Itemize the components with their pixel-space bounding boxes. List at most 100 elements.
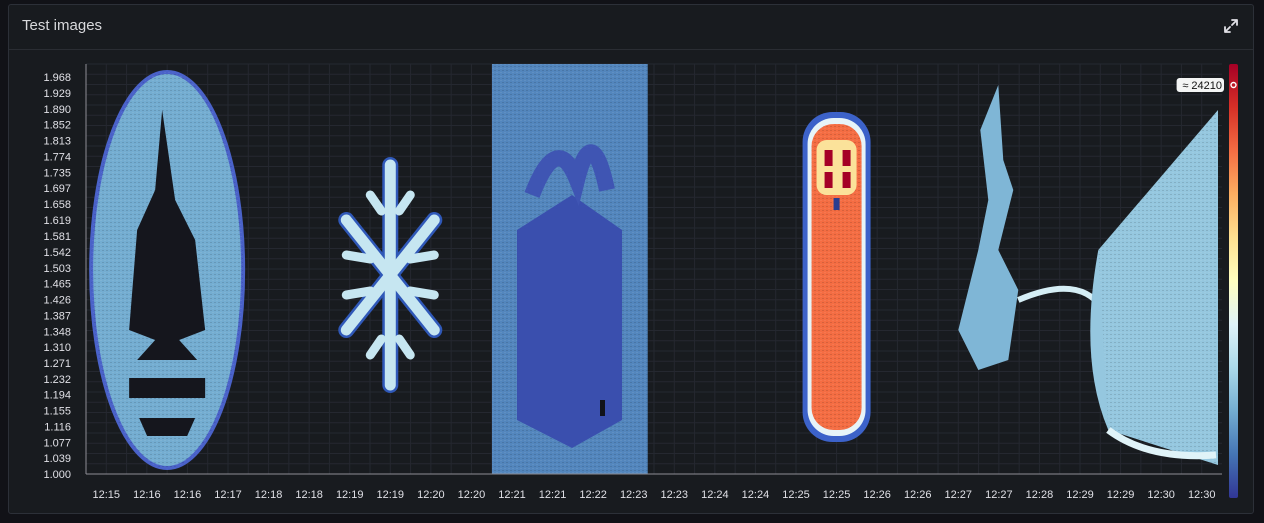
- x-tick-label: 12:21: [539, 489, 567, 501]
- reindeer: [958, 85, 1019, 370]
- y-tick-label: 1.194: [43, 389, 71, 401]
- gift-box-image: [492, 64, 648, 474]
- x-tick-label: 12:18: [255, 489, 283, 501]
- character-eye: [824, 150, 833, 166]
- panel-header: Test images: [9, 5, 1253, 50]
- snowflake-branch: [394, 334, 415, 360]
- grid: [85, 63, 1222, 474]
- y-axis-ticks: 1.968 1.929 1.890 1.852 1.813 1.774 1.735 1.697…: [43, 72, 71, 481]
- x-tick-label: 12:24: [701, 489, 729, 501]
- gift-box-body: [517, 195, 622, 448]
- character-eye: [824, 172, 833, 188]
- flame-emblem-image: [89, 70, 246, 470]
- y-tick-label: 1.774: [43, 152, 71, 164]
- emblem-bar-cutout: [129, 378, 206, 398]
- sleigh-runner: [1106, 427, 1217, 460]
- snowflake-arm: [340, 269, 396, 336]
- y-tick-label: 1.542: [43, 247, 71, 259]
- x-tick-label: 12:30: [1188, 489, 1216, 501]
- snowflake-arm: [340, 214, 396, 281]
- x-tick-label: 12:27: [985, 489, 1013, 501]
- character-eye: [842, 172, 851, 188]
- x-axis-ticks: 12:15 12:16 12:16 12:17 12:18 12:18 12:19 12:19…: [93, 489, 1216, 501]
- x-tick-label: 12:26: [863, 489, 891, 501]
- snowflake-branch: [405, 286, 439, 300]
- snowflake-branch: [394, 190, 415, 216]
- x-tick-label: 12:29: [1066, 489, 1094, 501]
- snowflake-arm: [384, 269, 440, 336]
- character-texture: [811, 124, 862, 430]
- y-tick-label: 1.232: [43, 374, 71, 386]
- x-tick-label: 12:20: [417, 489, 445, 501]
- x-tick-label: 12:25: [782, 489, 810, 501]
- y-tick-label: 1.077: [43, 437, 71, 449]
- x-tick-label: 12:24: [742, 489, 770, 501]
- emblem-base-cutout: [139, 418, 196, 436]
- y-tick-label: 1.581: [43, 231, 71, 243]
- color-scale-marker: [1230, 81, 1237, 89]
- x-tick-label: 12:25: [823, 489, 851, 501]
- expand-icon[interactable]: [1223, 18, 1239, 34]
- panel-title: Test images: [22, 17, 103, 34]
- snowflake-branch: [365, 334, 386, 360]
- color-scale-badge: [1176, 78, 1224, 92]
- x-tick-label: 12:19: [336, 489, 364, 501]
- x-tick-label: 12:28: [1026, 489, 1054, 501]
- x-tick-label: 12:16: [174, 489, 202, 501]
- y-tick-label: 1.890: [43, 104, 71, 116]
- heatmap-images: [89, 64, 1218, 474]
- y-tick-label: 1.503: [43, 263, 71, 275]
- gift-bow: [524, 144, 615, 206]
- y-tick-label: 1.619: [43, 215, 71, 227]
- y-tick-label: 1.813: [43, 136, 71, 148]
- x-tick-label: 12:21: [498, 489, 526, 501]
- y-tick-label: 1.658: [43, 199, 71, 211]
- y-tick-label: 1.735: [43, 168, 71, 180]
- snowflake-branch: [405, 250, 439, 264]
- x-tick-label: 12:30: [1147, 489, 1175, 501]
- x-tick-label: 12:27: [945, 489, 973, 501]
- character-image: [802, 112, 871, 442]
- x-tick-label: 12:15: [93, 489, 121, 501]
- y-tick-label: 1.271: [43, 358, 71, 370]
- axes: [85, 64, 1222, 475]
- y-tick-label: 1.929: [43, 88, 71, 100]
- y-tick-label: 1.155: [43, 405, 71, 417]
- snowflake-arm: [384, 214, 440, 281]
- snowflake-branch: [341, 250, 375, 264]
- color-scale-bar: [1229, 64, 1238, 498]
- sleigh-texture: [1098, 110, 1218, 465]
- y-tick-label: 1.116: [44, 421, 71, 433]
- x-tick-label: 12:23: [661, 489, 689, 501]
- y-tick-label: 1.348: [43, 326, 71, 338]
- x-tick-label: 12:26: [904, 489, 932, 501]
- emblem-flame-cutout: [129, 110, 206, 360]
- y-tick-label: 1.465: [43, 278, 71, 290]
- x-tick-label: 12:16: [133, 489, 161, 501]
- x-tick-label: 12:22: [579, 489, 607, 501]
- y-tick-label: 1.039: [43, 453, 71, 465]
- x-tick-label: 12:29: [1107, 489, 1135, 501]
- reindeer-sleigh-image: [958, 85, 1218, 465]
- y-tick-label: 1.426: [43, 294, 71, 306]
- snowflake-branch: [341, 286, 375, 300]
- x-tick-label: 12:17: [214, 489, 242, 501]
- character-eye: [842, 150, 851, 166]
- y-tick-label: 1.968: [43, 72, 71, 84]
- y-tick-label: 1.852: [43, 120, 71, 132]
- y-tick-label: 1.387: [43, 310, 71, 322]
- character-mouth: [833, 198, 840, 210]
- gift-shadow-detail: [600, 400, 605, 416]
- color-scale: ≈ 24210: [1176, 64, 1238, 498]
- snowflake-branch: [365, 190, 386, 216]
- snowflake-image: [338, 157, 443, 393]
- y-tick-label: 1.000: [43, 469, 71, 481]
- x-tick-label: 12:18: [295, 489, 323, 501]
- x-tick-label: 12:20: [458, 489, 486, 501]
- x-tick-label: 12:23: [620, 489, 648, 501]
- x-tick-label: 12:19: [377, 489, 405, 501]
- y-tick-label: 1.697: [43, 183, 71, 195]
- color-scale-max-label: ≈ 24210: [1182, 80, 1222, 92]
- y-tick-label: 1.310: [43, 342, 71, 354]
